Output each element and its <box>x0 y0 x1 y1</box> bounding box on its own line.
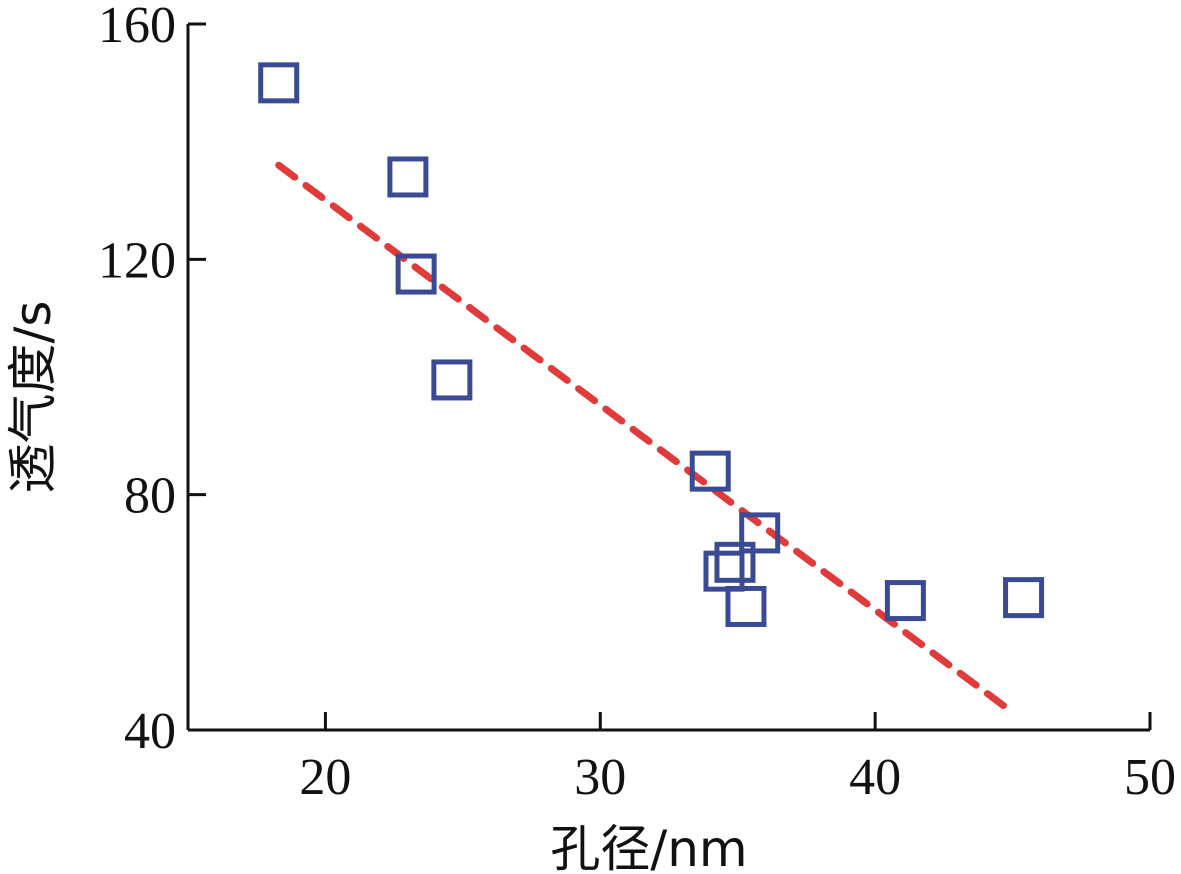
data-point <box>258 62 300 104</box>
x-tick-label: 40 <box>849 749 901 806</box>
data-point <box>739 512 781 554</box>
y-tick-label: 80 <box>124 468 176 525</box>
data-point <box>884 580 926 622</box>
x-tick-label: 20 <box>299 749 351 806</box>
data-point <box>725 585 767 627</box>
data-point <box>395 253 437 295</box>
y-tick-label: 120 <box>98 232 176 289</box>
data-points <box>258 62 1045 627</box>
data-point <box>1003 577 1045 619</box>
y-ticks: 40 80 120 160 <box>98 0 206 760</box>
data-point <box>703 550 745 592</box>
y-tick-label: 40 <box>124 703 176 760</box>
x-tick-label: 50 <box>1124 749 1176 806</box>
trend-line <box>275 161 1017 716</box>
data-point <box>714 541 756 583</box>
data-point <box>431 359 473 401</box>
y-tick-label: 160 <box>98 0 176 54</box>
data-point <box>689 450 731 492</box>
x-axis-title: 孔径/nm <box>550 820 747 874</box>
data-point <box>387 156 429 198</box>
axes <box>186 24 1150 732</box>
x-tick-label: 30 <box>574 749 626 806</box>
x-ticks: 20 30 40 50 <box>299 712 1176 806</box>
y-axis-title: 透气度/s <box>4 301 62 494</box>
